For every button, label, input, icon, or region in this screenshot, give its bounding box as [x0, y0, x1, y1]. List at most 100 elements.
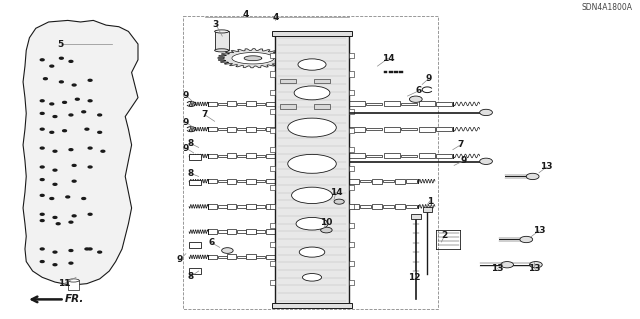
Ellipse shape	[52, 131, 97, 146]
Bar	[270, 279, 275, 285]
Bar	[349, 147, 354, 152]
Bar	[227, 127, 236, 132]
Ellipse shape	[85, 184, 95, 188]
Bar	[51, 265, 86, 273]
Bar	[270, 185, 275, 190]
Bar	[383, 205, 394, 208]
Text: 12: 12	[408, 273, 420, 282]
Bar	[218, 256, 227, 258]
Bar	[208, 255, 217, 259]
Ellipse shape	[288, 154, 336, 173]
Circle shape	[479, 109, 492, 115]
Bar	[401, 103, 417, 105]
Bar	[237, 103, 246, 105]
Circle shape	[334, 199, 344, 204]
Bar	[189, 154, 200, 160]
Circle shape	[88, 166, 92, 168]
Circle shape	[40, 100, 44, 102]
Circle shape	[72, 165, 76, 166]
Text: 2: 2	[442, 231, 447, 240]
Circle shape	[53, 183, 57, 185]
Bar	[349, 166, 354, 171]
Circle shape	[69, 249, 73, 251]
Ellipse shape	[84, 88, 102, 94]
Polygon shape	[218, 49, 288, 68]
Circle shape	[40, 194, 44, 196]
Ellipse shape	[69, 170, 79, 174]
Text: 8: 8	[188, 139, 193, 148]
Bar	[256, 103, 265, 105]
Bar	[349, 71, 354, 77]
Bar	[270, 53, 275, 58]
Circle shape	[63, 101, 67, 103]
Bar	[349, 242, 354, 247]
Bar	[237, 205, 246, 208]
Text: 7: 7	[202, 110, 208, 120]
Circle shape	[72, 84, 76, 86]
Bar	[419, 101, 435, 107]
Ellipse shape	[68, 279, 79, 282]
Text: 7: 7	[458, 140, 464, 149]
Bar	[349, 279, 354, 285]
Circle shape	[63, 130, 67, 132]
Circle shape	[53, 264, 57, 266]
Circle shape	[98, 251, 102, 253]
Bar	[227, 153, 236, 159]
Bar	[266, 179, 275, 183]
Bar	[406, 179, 417, 183]
Text: 4: 4	[242, 10, 248, 19]
Text: 9: 9	[182, 118, 189, 127]
Circle shape	[40, 113, 44, 114]
Circle shape	[40, 166, 44, 168]
Bar	[314, 79, 330, 84]
Bar	[266, 127, 275, 131]
Circle shape	[53, 217, 57, 219]
Bar	[218, 128, 227, 130]
Ellipse shape	[88, 209, 99, 213]
Bar	[218, 230, 227, 233]
Bar	[246, 254, 255, 259]
Bar	[395, 179, 405, 184]
Bar	[270, 71, 275, 77]
Bar	[349, 179, 359, 184]
Bar	[366, 103, 382, 105]
Bar	[372, 179, 382, 184]
Ellipse shape	[288, 118, 336, 137]
Bar	[349, 109, 354, 114]
Ellipse shape	[214, 49, 228, 52]
Circle shape	[72, 215, 76, 217]
Ellipse shape	[58, 95, 71, 100]
Bar	[256, 256, 265, 258]
Bar	[208, 102, 217, 106]
Ellipse shape	[53, 208, 63, 211]
Bar	[266, 154, 275, 158]
Circle shape	[221, 248, 233, 253]
Bar	[246, 204, 255, 209]
Circle shape	[40, 220, 44, 221]
Bar	[349, 127, 365, 132]
Circle shape	[85, 248, 89, 250]
Ellipse shape	[69, 197, 79, 200]
Circle shape	[85, 128, 89, 130]
Bar	[256, 180, 265, 182]
Bar	[270, 242, 275, 247]
Bar	[218, 205, 227, 208]
Ellipse shape	[60, 225, 88, 245]
Circle shape	[53, 115, 57, 117]
Text: 13: 13	[532, 226, 545, 235]
Circle shape	[98, 131, 102, 133]
Circle shape	[50, 197, 54, 199]
Bar	[266, 204, 275, 209]
Circle shape	[50, 103, 54, 105]
Bar	[270, 90, 275, 95]
Ellipse shape	[292, 187, 332, 204]
Bar	[275, 34, 349, 304]
Bar	[256, 230, 265, 233]
Text: 9: 9	[182, 144, 189, 152]
Circle shape	[321, 227, 332, 233]
Bar	[189, 268, 200, 273]
Text: 1: 1	[427, 197, 433, 205]
Circle shape	[98, 114, 102, 116]
Bar	[208, 179, 217, 183]
Bar	[246, 229, 255, 234]
